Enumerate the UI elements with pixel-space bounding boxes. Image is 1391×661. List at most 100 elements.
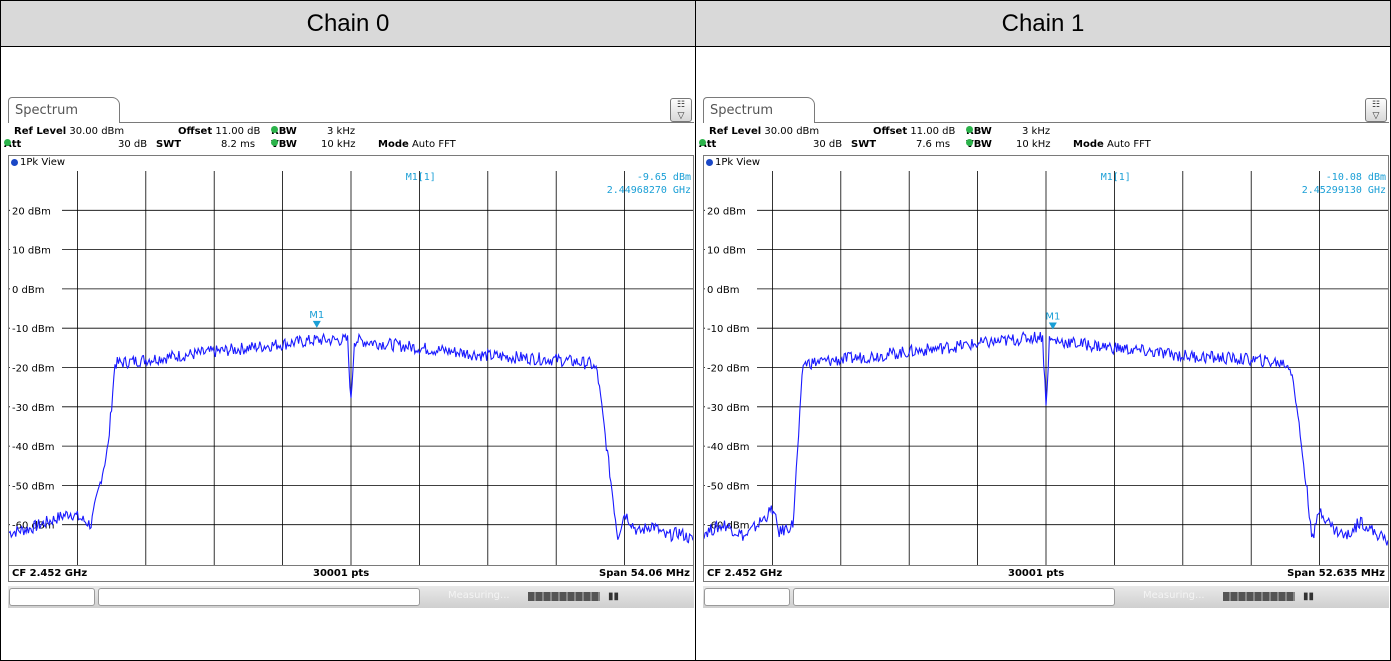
marker-readout-name: M1[1] [406,172,436,183]
y-tick-label-bg [10,360,62,374]
settings-info: Ref Level 30.00 dBm Offset 11.00 dB RBW … [4,124,694,156]
offset-label: Offset [873,126,908,137]
preset-menu-icon[interactable]: ☷ ▽ [670,98,692,122]
y-tick-label: 0 dBm [12,285,45,296]
trace-window[interactable]: 1Pk View 20 dBm 10 dBm 0 dBm -10 dBm -20 dBm… [8,155,694,582]
y-tick-label-bg [705,203,757,217]
tab-underline [120,122,694,123]
marker-m1-triangle [1048,322,1057,330]
spectrum-tab[interactable]: Spectrum [703,97,815,123]
y-tick-label-bg [705,517,757,531]
y-tick-label: -20 dBm [12,364,54,375]
swt-label: SWT [156,139,182,150]
status-bar: Measuring... ▮▮ [703,586,1389,608]
chain-0-header: Chain 0 [1,1,695,47]
chain-1-column: Chain 1 Spectrum ☷ ▽ Ref Level 30.00 dBm … [696,1,1390,660]
att-value: 30 dB [118,139,148,150]
y-tick-label: -40 dBm [12,442,54,453]
trace-window[interactable]: 1Pk View 20 dBm 10 dBm 0 dBm -10 dBm -20 dBm… [703,155,1389,582]
y-tick-label: -50 dBm [12,481,54,492]
y-tick-label-bg [10,321,62,335]
trace-indicator-icon [706,158,713,166]
spectrum-tab[interactable]: Spectrum [8,97,120,123]
status-text: Measuring... [448,590,510,601]
marker-m1-label: M1 [309,310,324,321]
view-label: 1Pk View [706,157,760,168]
vbw-coupled-icon [966,139,973,146]
y-tick-label: -40 dBm [707,442,749,453]
y-tick-label-bg [705,321,757,335]
status-field-1[interactable] [704,588,790,606]
y-tick-label-bg [10,439,62,453]
swt-value: 7.6 ms [916,139,951,150]
y-tick-label: -30 dBm [707,403,749,414]
status-bar: Measuring... ▮▮ [8,586,694,608]
offset-value: 11.00 dB [910,126,956,137]
y-tick-label-bg [705,281,757,295]
mode-label: Mode [1073,139,1104,150]
y-tick-label: -30 dBm [12,403,54,414]
vbw-value: 10 kHz [1016,139,1051,150]
status-field-2[interactable] [98,588,420,606]
view-name: 1Pk View [20,157,66,168]
center-frequency: CF 2.452 GHz [707,568,783,579]
trace-footer: CF 2.452 GHz 30001 pts Span 52.635 MHz [703,565,1389,582]
y-tick-label: 0 dBm [707,285,740,296]
marker-readout-frequency: 2.45299130 GHz [1302,185,1386,196]
y-tick-label-bg [705,399,757,413]
mode-value: Auto FFT [411,139,456,150]
rbw-coupled-icon [271,126,278,133]
ref-level-value: 30.00 dBm [764,126,820,137]
marker-readout-level: -10.08 dBm [1326,172,1386,183]
preset-menu-icon[interactable]: ☷ ▽ [1365,98,1387,122]
y-tick-label: -50 dBm [707,481,749,492]
spectrum-panel: Spectrum ☷ ▽ Ref Level 30.00 dBm Offset 1… [699,97,1389,612]
ref-level-label: Ref Level [14,126,67,137]
tab-underline [815,122,1389,123]
vbw-label: VBW [966,139,992,150]
marker-readout-level: -9.65 dBm [637,172,691,183]
mode-label: Mode [378,139,409,150]
y-tick-label-bg [10,478,62,492]
vbw-value: 10 kHz [321,139,356,150]
trace-footer: CF 2.452 GHz 30001 pts Span 54.06 MHz [8,565,694,582]
offset-label: Offset [178,126,213,137]
y-tick-label-bg [705,360,757,374]
y-tick-label-bg [10,399,62,413]
mode-value: Auto FFT [1106,139,1151,150]
y-tick-label: -10 dBm [707,324,749,335]
spectrum-plot: 20 dBm 10 dBm 0 dBm -10 dBm -20 dBm -30 dBm -4… [704,171,1388,566]
y-tick-label-bg [10,203,62,217]
status-field-2[interactable] [793,588,1115,606]
spectrum-plot: 20 dBm 10 dBm 0 dBm -10 dBm -20 dBm -30 dBm -4… [9,171,693,566]
progress-indicator [1223,592,1295,601]
att-coupled-icon [4,139,11,146]
swt-label: SWT [851,139,877,150]
sweep-points: 30001 pts [1008,568,1065,579]
chain-1-header: Chain 1 [696,1,1390,47]
status-text: Measuring... [1143,590,1205,601]
settings-info: Ref Level 30.00 dBm Offset 11.00 dB RBW … [699,124,1389,156]
span-value: Span 52.635 MHz [1287,568,1385,579]
att-label: Att [699,139,717,150]
swt-value: 8.2 ms [221,139,256,150]
status-field-1[interactable] [9,588,95,606]
instrument-status-icon: ▮▮ [608,591,620,602]
progress-indicator [528,592,600,601]
rbw-label: RBW [271,126,297,137]
spectrum-panel: Spectrum ☷ ▽ Ref Level 30.00 dBm Offset 1… [4,97,694,612]
marker-m1-triangle [312,320,321,328]
spectrum-trace [704,331,1388,546]
marker-readout-frequency: 2.44968270 GHz [607,185,691,196]
rbw-coupled-icon [966,126,973,133]
att-value: 30 dB [813,139,843,150]
y-tick-label: 20 dBm [707,206,746,217]
y-tick-label: 20 dBm [12,206,51,217]
vbw-label: VBW [271,139,297,150]
y-tick-label: -10 dBm [12,324,54,335]
rbw-value: 3 kHz [1022,126,1051,137]
instrument-status-icon: ▮▮ [1303,591,1315,602]
y-tick-label-bg [10,242,62,256]
sweep-points: 30001 pts [313,568,370,579]
